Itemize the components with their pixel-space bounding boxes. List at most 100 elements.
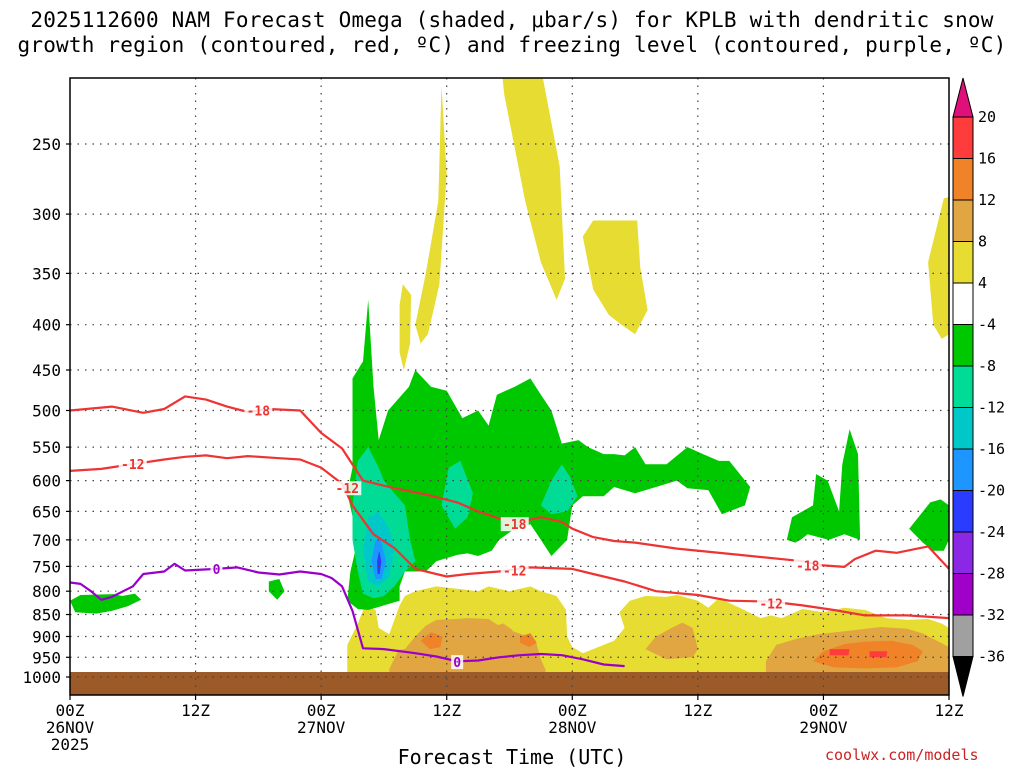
omega-region-down4-14 [869, 651, 888, 658]
grid-lines [70, 78, 949, 695]
colorbar-box-2 [952, 199, 974, 242]
y-tick-label-950: 950 [32, 648, 61, 667]
colorbar-label-13: -36 [978, 648, 1005, 666]
x-tick-label-60-0: 12Z [683, 701, 712, 720]
y-tick-label-750: 750 [32, 557, 61, 576]
temperature-label-extra-3: -18 [796, 559, 820, 574]
colorbar-box-3 [952, 241, 974, 284]
x-tick-label-0-2: 2025 [51, 735, 90, 754]
colorbar-label-3: 8 [978, 233, 987, 251]
omega-region-up1-21 [441, 460, 473, 529]
colorbar-label-2: 12 [978, 191, 996, 209]
temperature-label-extra-1: -18 [503, 518, 527, 533]
colorbar-label-6: -8 [978, 357, 996, 375]
y-tick-label-700: 700 [32, 531, 61, 550]
x-tick-label-36-0: 12Z [432, 701, 461, 720]
colorbar-box-12 [952, 614, 974, 657]
omega-region-down4-13 [829, 649, 850, 656]
colorbar-box-4 [952, 282, 974, 325]
x-tick-label-84-0: 12Z [935, 701, 964, 720]
omega-region-down1-1 [399, 284, 412, 370]
omega-shading [70, 78, 949, 677]
colorbar-label-0: 20 [978, 108, 996, 126]
temperature-label-extra-0-bg [333, 481, 362, 496]
y-tick-label-1000: 1000 [22, 668, 61, 687]
temperature-label-0: -18 [247, 405, 271, 420]
plot-frame [69, 77, 950, 696]
credit-link[interactable]: coolwx.com/models [825, 746, 979, 764]
omega-region-up1-22 [540, 464, 578, 515]
temperature-label-extra-4: -12 [759, 598, 782, 613]
colorbar-label-9: -20 [978, 482, 1005, 500]
colorbar-box-9 [952, 490, 974, 533]
y-tick-label-650: 650 [32, 502, 61, 521]
y-tick-label-850: 850 [32, 606, 61, 625]
temperature-label-extra-4-bg [757, 596, 786, 611]
x-tick-label-24-1: 27NOV [297, 718, 346, 737]
x-tick-label-48-0: 00Z [558, 701, 587, 720]
temperature-label-1-bg [118, 457, 147, 472]
temperature-label-1: -12 [121, 458, 144, 473]
y-tick-label-450: 450 [32, 361, 61, 380]
freezing-contour-0 [70, 562, 625, 668]
chart-title-line1: 2025112600 NAM Forecast Omega (shaded, μ… [30, 8, 994, 32]
omega-region-down1-2 [502, 78, 565, 300]
colorbar-box-10 [952, 531, 974, 574]
x-tick-label-0-0: 00Z [56, 701, 85, 720]
y-tick-label-550: 550 [32, 438, 61, 457]
x-tick-label-24-0: 00Z [307, 701, 336, 720]
colorbar-label-7: -12 [978, 399, 1005, 417]
colorbar-box-6 [952, 365, 974, 408]
contour-lines: -18 -12 -12 -18 -12 -18 -12 0 0 [70, 395, 949, 671]
omega-region-down1-3 [582, 220, 648, 335]
omega-region-strong_up-25 [377, 550, 382, 574]
y-tick-label-250: 250 [32, 135, 61, 154]
y-tick-label-400: 400 [32, 316, 61, 335]
freezing-label-0: 0 [213, 563, 221, 578]
x-tick-label-72-0: 00Z [809, 701, 838, 720]
ground-surface [70, 672, 949, 695]
axes: 250 300 350 400 450 500 550 600 650 700 750 800 850 9… [22, 77, 964, 754]
chart-title-line2: growth region (contoured, red, ºC) and f… [17, 33, 1007, 57]
omega-region-down3-11 [420, 632, 443, 650]
x-tick-label-12-0: 12Z [181, 701, 210, 720]
y-tick-label-300: 300 [32, 205, 61, 224]
colorbar-bottom-arrow [952, 656, 974, 697]
colorbar-box-8 [952, 448, 974, 491]
colorbar-label-11: -28 [978, 565, 1005, 583]
freezing-label-extra-0-bg [451, 655, 464, 670]
colorbar-box-11 [952, 573, 974, 616]
colorbar-box-1 [952, 158, 974, 201]
y-tick-label-900: 900 [32, 627, 61, 646]
omega-region-down1-4 [928, 197, 949, 339]
x-axis-label: Forecast Time (UTC) [397, 745, 627, 769]
colorbar-label-4: 4 [978, 274, 987, 292]
y-tick-label-800: 800 [32, 582, 61, 601]
y-tick-label-500: 500 [32, 402, 61, 421]
omega-region-down2-7 [645, 622, 698, 660]
temperature-label-extra-2: -12 [503, 564, 526, 579]
ground-layer [70, 672, 949, 695]
colorbar-label-5: -4 [978, 316, 996, 334]
colorbar-label-1: 16 [978, 150, 996, 168]
omega-region-down3-10 [813, 640, 923, 669]
omega-region-down1-0 [415, 86, 447, 344]
omega-region-down3-12 [520, 633, 537, 647]
colorbar-box-7 [952, 407, 974, 450]
omega-region-up0-18 [70, 593, 142, 614]
freezing-label-0-bg [210, 561, 223, 576]
x-tick-label-48-1: 28NOV [548, 718, 597, 737]
colorbar-label-8: -16 [978, 440, 1005, 458]
colorbar-top-arrow [952, 77, 974, 118]
omega-region-up0-15 [347, 299, 751, 610]
omega-region-up0-17 [909, 499, 949, 551]
temperature-label-extra-3-bg [793, 558, 822, 573]
colorbar: 20 16 12 8 4 -4 -8 -12 -16 -20 -24 -28 -32 -36 [952, 77, 1005, 697]
colorbar-label-12: -32 [978, 606, 1005, 624]
omega-region-up0-19 [268, 579, 285, 600]
y-tick-label-600: 600 [32, 472, 61, 491]
temperature-label-extra-2-bg [500, 563, 529, 578]
colorbar-label-10: -24 [978, 523, 1005, 541]
x-tick-label-72-1: 29NOV [799, 718, 848, 737]
